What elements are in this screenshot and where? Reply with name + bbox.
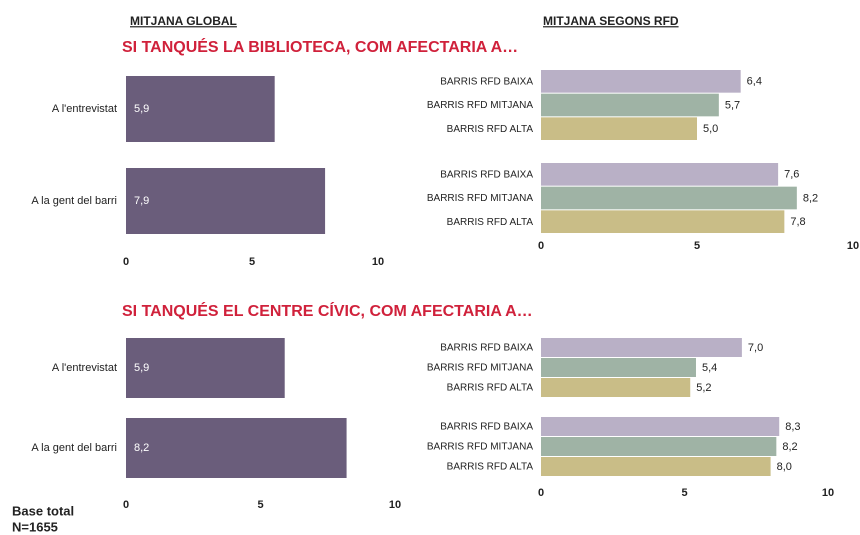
category-label: A l'entrevistat: [52, 362, 117, 374]
footer: Base total: [12, 503, 74, 518]
bar: [541, 186, 797, 210]
value-label: 8,0: [777, 461, 792, 473]
bar: [541, 210, 785, 233]
category-label: A l'entrevistat: [52, 103, 117, 115]
x-tick-label: 5: [681, 487, 687, 499]
value-label: 5,9: [134, 103, 149, 115]
x-tick-label: 0: [538, 487, 544, 499]
header: MITJANA SEGONS RFD: [543, 14, 679, 28]
bar: [541, 378, 691, 397]
value-label: 7,0: [748, 342, 763, 354]
value-label: 5,7: [725, 99, 740, 111]
category-label: A la gent del barri: [31, 195, 117, 207]
x-tick-label: 0: [123, 499, 129, 511]
series-label: BARRIS RFD BAIXA: [440, 169, 533, 180]
series-label: BARRIS RFD BAIXA: [440, 422, 533, 433]
category-label: A la gent del barri: [31, 442, 117, 454]
bar: [541, 93, 719, 117]
value-label: 7,9: [134, 195, 149, 207]
x-tick-label: 5: [249, 256, 255, 268]
value-label: 8,2: [803, 192, 818, 204]
header: MITJANA GLOBAL: [130, 14, 237, 28]
bar: [541, 163, 779, 186]
bar: [541, 358, 696, 377]
bar: [541, 338, 742, 357]
x-tick-label: 5: [257, 499, 263, 511]
value-label: 7,6: [784, 169, 799, 181]
x-tick-label: 10: [822, 487, 834, 499]
x-tick-label: 0: [123, 256, 129, 268]
bar: [126, 168, 326, 234]
value-label: 8,2: [134, 442, 149, 454]
series-label: BARRIS RFD BAIXA: [440, 343, 533, 354]
x-tick-label: 10: [372, 256, 384, 268]
bar: [541, 457, 771, 476]
series-label: BARRIS RFD BAIXA: [440, 76, 533, 87]
value-label: 8,3: [785, 421, 800, 433]
value-label: 5,0: [703, 123, 718, 135]
bar: [126, 76, 275, 142]
value-label: 5,4: [702, 362, 717, 374]
x-tick-label: 10: [847, 240, 859, 252]
series-label: BARRIS RFD ALTA: [447, 217, 534, 228]
section-title: SI TANQUÉS LA BIBLIOTECA, COM AFECTARIA …: [122, 37, 518, 56]
value-label: 5,9: [134, 362, 149, 374]
value-label: 7,8: [790, 216, 805, 228]
bar: [541, 437, 777, 456]
bar: [541, 417, 780, 436]
series-label: BARRIS RFD MITJANA: [427, 363, 533, 374]
series-label: BARRIS RFD ALTA: [447, 462, 534, 473]
x-tick-label: 5: [694, 240, 700, 252]
value-label: 6,4: [747, 76, 762, 88]
bar: [541, 70, 741, 93]
section-title: SI TANQUÉS EL CENTRE CÍVIC, COM AFECTARI…: [122, 301, 533, 320]
bar: [126, 338, 285, 398]
bar: [541, 117, 697, 140]
footer: N=1655: [12, 519, 58, 534]
series-label: BARRIS RFD MITJANA: [427, 193, 533, 204]
series-label: BARRIS RFD ALTA: [447, 383, 534, 394]
series-label: BARRIS RFD MITJANA: [427, 100, 533, 111]
value-label: 8,2: [782, 441, 797, 453]
series-label: BARRIS RFD MITJANA: [427, 442, 533, 453]
x-tick-label: 10: [389, 499, 401, 511]
series-label: BARRIS RFD ALTA: [447, 124, 534, 135]
x-tick-label: 0: [538, 240, 544, 252]
value-label: 5,2: [696, 382, 711, 394]
bar: [126, 418, 347, 478]
